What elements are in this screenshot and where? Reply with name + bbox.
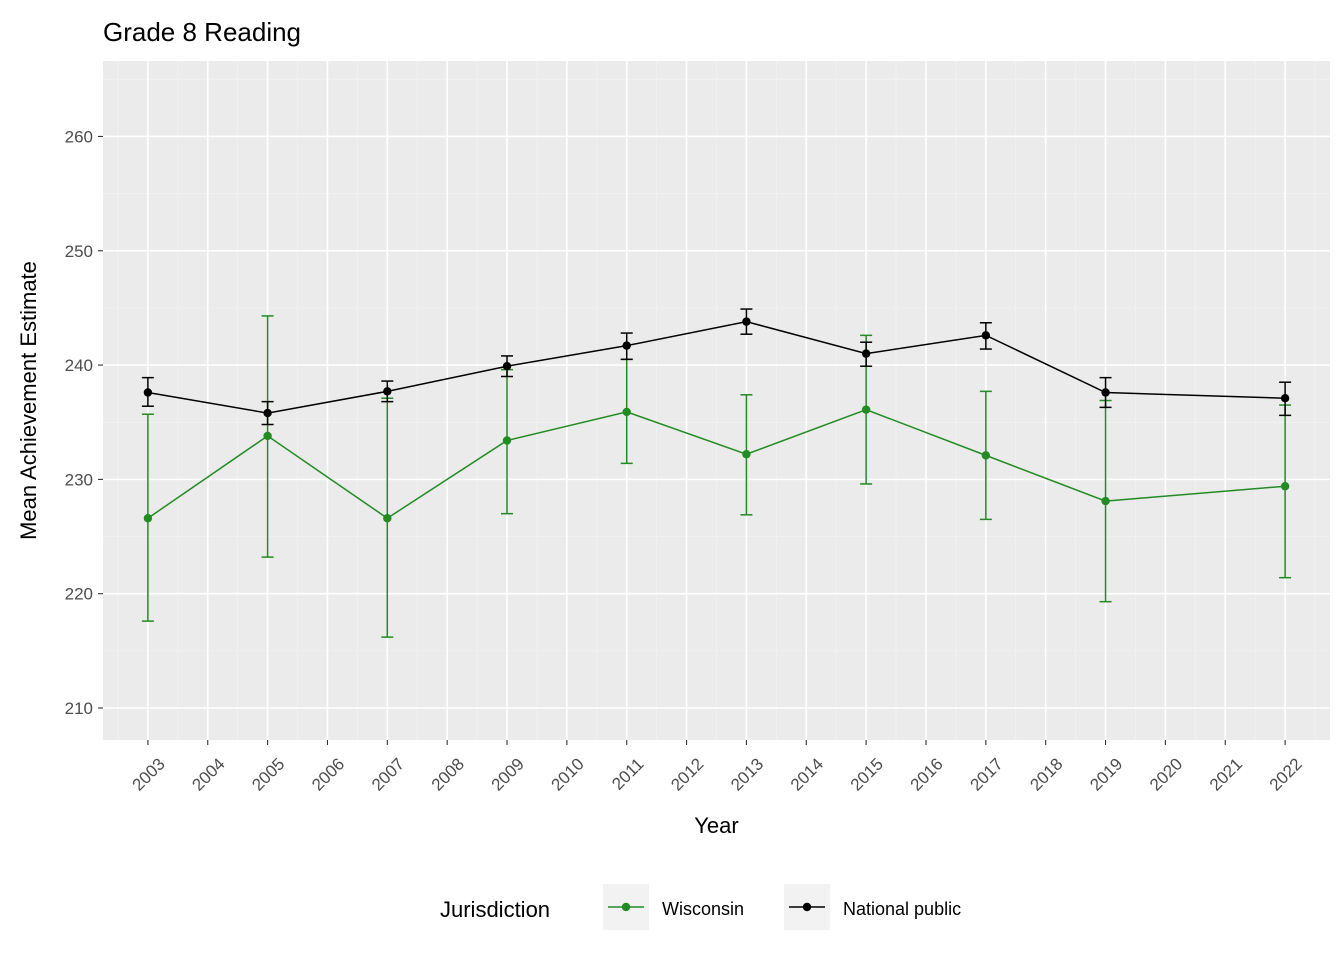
- x-axis-title: Year: [694, 813, 738, 838]
- data-point-national-public: [143, 388, 153, 397]
- data-point-wisconsin: [383, 514, 392, 523]
- x-tick-label: 2022: [1266, 754, 1306, 794]
- x-tick-label: 2003: [129, 754, 169, 794]
- data-point-national-public: [502, 362, 512, 371]
- data-point-national-public: [742, 317, 751, 326]
- x-tick-label: 2019: [1086, 754, 1126, 794]
- data-point-wisconsin: [981, 451, 991, 460]
- chart-title: Grade 8 Reading: [103, 17, 301, 47]
- legend-label-national-public: National public: [843, 899, 961, 919]
- x-tick-label: 2016: [907, 754, 947, 794]
- series-line-national-public: [147, 320, 1286, 414]
- x-tick-label: 2009: [488, 754, 528, 794]
- y-axis-title: Mean Achievement Estimate: [16, 261, 41, 540]
- y-tick-label: 250: [65, 242, 93, 261]
- legend-title: Jurisdiction: [440, 897, 550, 922]
- x-tick-label: 2012: [667, 754, 707, 794]
- data-point-national-public: [1101, 388, 1110, 397]
- x-tick-label: 2006: [308, 754, 348, 794]
- data-point-national-public: [1280, 394, 1290, 403]
- x-tick-label: 2005: [248, 754, 288, 794]
- data-point-wisconsin: [143, 514, 153, 523]
- x-tick-label: 2021: [1206, 754, 1246, 794]
- x-tick-label: 2004: [188, 754, 228, 794]
- y-tick-label: 210: [65, 699, 93, 718]
- data-point-wisconsin: [263, 431, 272, 441]
- series-wisconsin: [141, 315, 1292, 638]
- data-point-wisconsin: [622, 407, 631, 417]
- data-point-national-public: [981, 331, 991, 340]
- data-point-national-public: [861, 349, 871, 358]
- x-tick-label: 2015: [847, 754, 887, 794]
- data-point-national-public: [263, 408, 272, 418]
- x-tick-label: 2010: [548, 754, 588, 794]
- x-tick-label: 2017: [967, 754, 1007, 794]
- data-point-national-public: [383, 387, 392, 396]
- legend-key-point: [802, 902, 812, 912]
- data-point-national-public: [622, 341, 631, 350]
- y-tick-label: 220: [65, 585, 93, 604]
- legend-item-national-public: National public: [784, 884, 961, 930]
- x-tick-label: 2014: [787, 754, 827, 794]
- x-axis: 2003 2004 2005 2006 2007 2008 2009 2010 2011 2012…: [129, 740, 1306, 795]
- data-point-wisconsin: [742, 450, 751, 459]
- y-tick-label: 230: [65, 470, 93, 489]
- data-point-wisconsin: [861, 405, 871, 414]
- x-tick-label: 2008: [428, 754, 468, 794]
- data-point-wisconsin: [1280, 482, 1290, 491]
- legend-label-wisconsin: Wisconsin: [662, 899, 744, 919]
- grid-minor: [103, 61, 1330, 740]
- data-point-wisconsin: [502, 436, 512, 445]
- legend-item-wisconsin: Wisconsin: [603, 884, 744, 930]
- legend: Jurisdiction Wisconsin National public: [440, 884, 961, 930]
- series-national-public: [141, 308, 1292, 426]
- series-line-wisconsin: [147, 408, 1286, 520]
- x-tick-label: 2007: [368, 754, 408, 794]
- x-tick-label: 2011: [608, 754, 647, 793]
- x-tick-label: 2013: [727, 754, 767, 794]
- x-tick-label: 2018: [1026, 754, 1066, 794]
- y-axis: 210 220 230 240 250 260: [65, 127, 103, 718]
- data-point-wisconsin: [1101, 496, 1110, 506]
- x-tick-label: 2020: [1146, 754, 1186, 794]
- y-tick-label: 260: [65, 127, 93, 146]
- legend-key-point: [621, 902, 631, 912]
- series-layer: [141, 308, 1292, 638]
- y-tick-label: 240: [65, 356, 93, 375]
